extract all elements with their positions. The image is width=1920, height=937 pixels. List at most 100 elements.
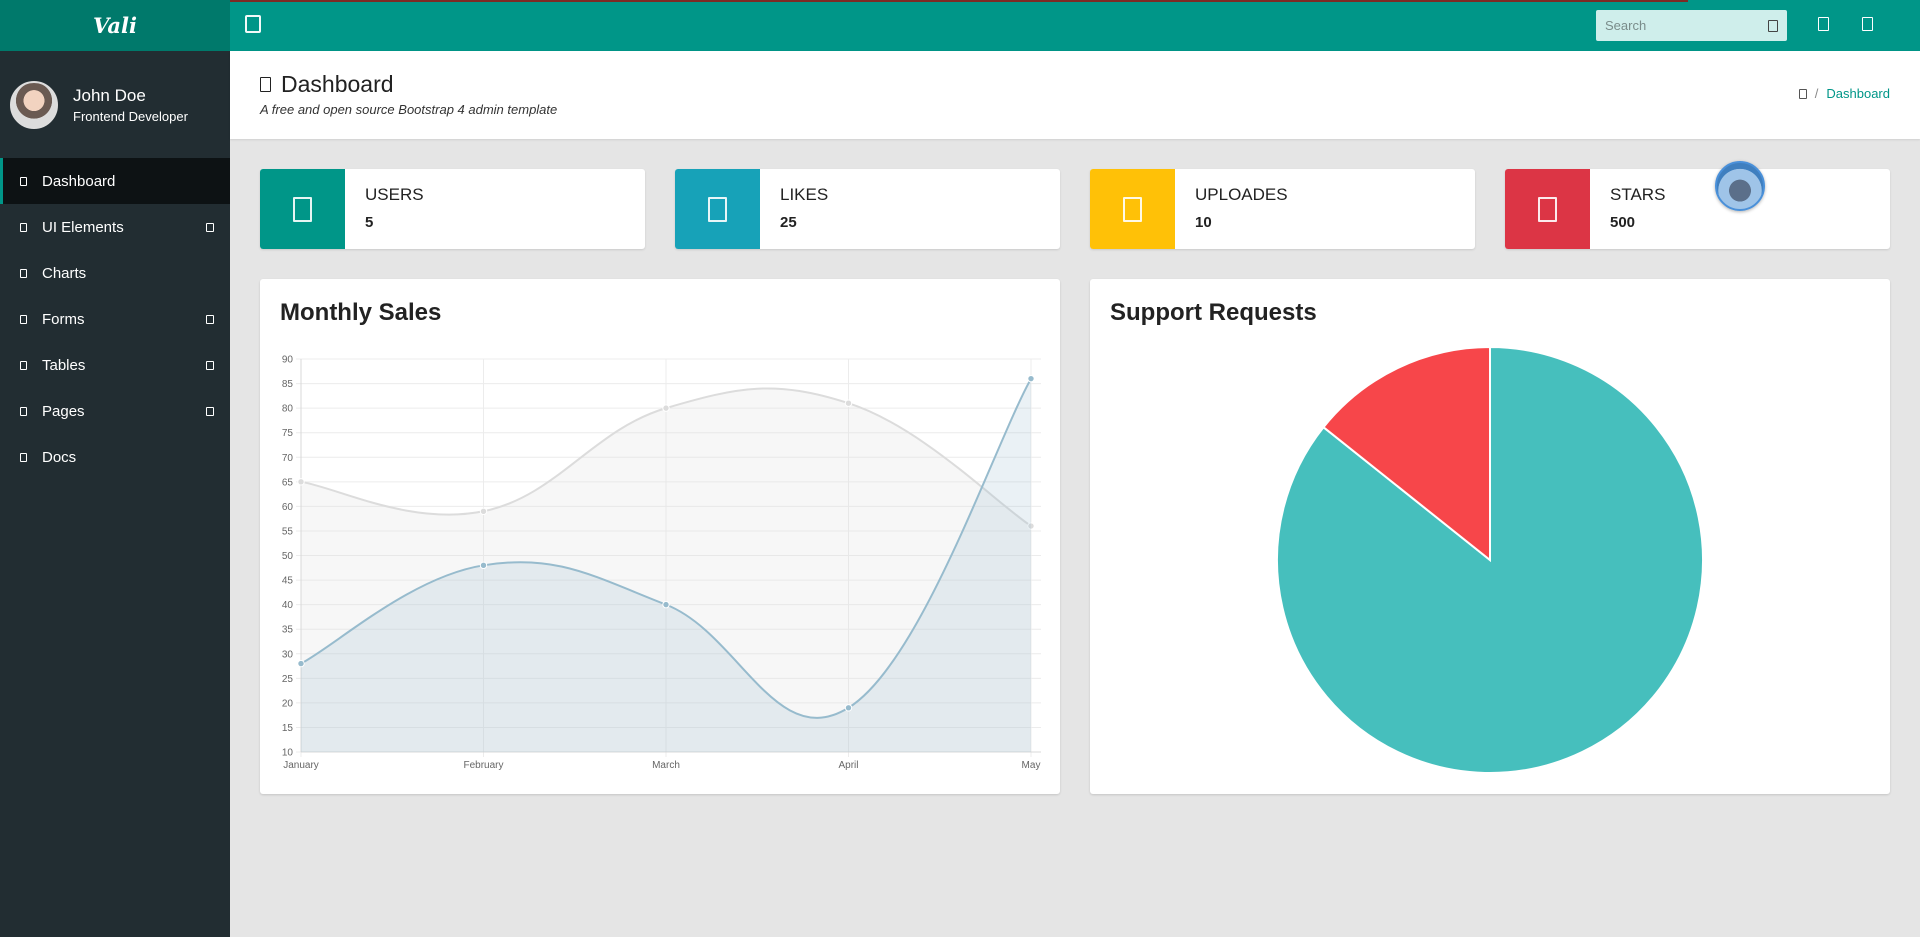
- data-point: [844, 704, 853, 712]
- monthly-sales-tile: 10 15 20 25 30 35 40 45 50 55 60 65 70 75 80 85 90 Januar…: [260, 279, 1060, 794]
- sidebar-item-docs[interactable]: Docs: [0, 434, 230, 480]
- y-tick-label: 90: [282, 355, 294, 366]
- widget-label: LIKES: [780, 185, 829, 204]
- chevron-right-icon: [206, 314, 214, 324]
- sidebar-item-label: Docs: [42, 448, 77, 466]
- widget-value: 500: [1610, 214, 1636, 231]
- y-tick-label: 15: [282, 723, 294, 734]
- widget-icon-box: [1090, 169, 1175, 249]
- y-tick-label: 70: [282, 453, 294, 464]
- users-icon: [293, 196, 312, 222]
- chart-title: Monthly Sales: [280, 299, 442, 326]
- search-icon[interactable]: [1768, 19, 1778, 32]
- sidebar-item-charts[interactable]: Charts: [0, 250, 230, 296]
- floating-avatar[interactable]: [1715, 161, 1765, 211]
- sidebar-item-forms[interactable]: Forms: [0, 296, 230, 342]
- chevron-right-icon: [206, 222, 214, 232]
- table-icon: [20, 360, 27, 370]
- x-tick-label: January: [283, 760, 319, 771]
- chart-title: Support Requests: [1110, 299, 1317, 326]
- data-point: [662, 600, 670, 609]
- sidebar-menu: Dashboard UI Elements Charts Forms Table…: [0, 158, 230, 480]
- dashboard-icon: [20, 176, 27, 186]
- sidebar-item-label: Forms: [42, 310, 85, 328]
- y-tick-label: 85: [282, 379, 294, 390]
- home-icon[interactable]: [1798, 88, 1807, 99]
- dashboard-icon: [260, 77, 271, 92]
- edit-icon: [20, 314, 27, 324]
- line-chart: 10 15 20 25 30 35 40 45 50 55 60 65 70 75 80 85 90 Januar…: [282, 355, 1041, 771]
- sidebar-item-label: Tables: [42, 356, 86, 374]
- pie-chart-icon: [20, 268, 27, 278]
- y-tick-label: 55: [282, 526, 294, 537]
- widget-users: USERS 5: [260, 169, 645, 249]
- y-tick-label: 35: [282, 625, 294, 636]
- thumbs-up-icon: [708, 196, 727, 222]
- sidebar-item-pages[interactable]: Pages: [0, 388, 230, 434]
- page-title-text: Dashboard: [281, 71, 394, 97]
- sidebar-item-label: Pages: [42, 402, 85, 420]
- search-input[interactable]: [1605, 18, 1755, 33]
- sidebar-item-ui-elements[interactable]: UI Elements: [0, 204, 230, 250]
- y-tick-label: 10: [282, 748, 294, 759]
- file-icon: [20, 406, 27, 416]
- avatar: [10, 81, 58, 129]
- sidebar-toggle-icon[interactable]: [245, 15, 261, 33]
- sidebar-user: John Doe Frontend Developer: [10, 81, 188, 129]
- x-tick-label: March: [652, 760, 680, 771]
- data-point: [662, 404, 670, 412]
- pie-slice: [1322, 345, 1491, 563]
- breadcrumb-item[interactable]: Dashboard: [1826, 86, 1890, 101]
- search-box: [1596, 10, 1787, 41]
- app-header: Vali: [0, 0, 1920, 51]
- data-point: [1027, 522, 1035, 530]
- user-role: Frontend Developer: [73, 109, 188, 124]
- data-point: [479, 507, 488, 515]
- app-logo[interactable]: Vali: [0, 0, 230, 51]
- sidebar-item-tables[interactable]: Tables: [0, 342, 230, 388]
- sidebar-item-dashboard[interactable]: Dashboard: [0, 158, 230, 204]
- user-name: John Doe: [73, 86, 146, 105]
- code-icon: [20, 452, 27, 462]
- series-area: [301, 388, 1031, 752]
- widget-icon-box: [260, 169, 345, 249]
- star-icon: [1538, 196, 1557, 222]
- notifications-icon[interactable]: [1818, 17, 1829, 31]
- files-icon: [1123, 196, 1142, 222]
- sidebar-item-label: Dashboard: [42, 172, 116, 190]
- widget-stars: STARS 500: [1505, 169, 1890, 249]
- sidebar-item-label: Charts: [42, 264, 87, 282]
- y-tick-label: 25: [282, 674, 294, 685]
- widget-uploades: UPLOADES 10: [1090, 169, 1475, 249]
- x-tick-label: May: [1022, 760, 1041, 771]
- widget-value: 5: [365, 214, 374, 231]
- user-menu-icon[interactable]: [1862, 17, 1873, 31]
- chevron-right-icon: [206, 406, 214, 416]
- widget-likes: LIKES 25: [675, 169, 1060, 249]
- app-title-bar: Dashboard A free and open source Bootstr…: [230, 51, 1920, 139]
- x-tick-label: February: [463, 760, 503, 771]
- y-tick-label: 20: [282, 698, 294, 709]
- data-point: [844, 399, 853, 407]
- data-point: [297, 659, 305, 668]
- page-load-progress: [0, 0, 1688, 2]
- laptop-icon: [20, 222, 27, 232]
- breadcrumb: / Dashboard: [1798, 86, 1890, 101]
- pie-chart: [1276, 345, 1704, 774]
- widget-value: 10: [1195, 214, 1212, 231]
- data-point: [1027, 374, 1035, 383]
- widget-icon-box: [675, 169, 760, 249]
- widget-icon-box: [1505, 169, 1590, 249]
- sidebar: John Doe Frontend Developer Dashboard UI…: [0, 51, 230, 937]
- page-subtitle: A free and open source Bootstrap 4 admin…: [260, 102, 558, 117]
- y-tick-label: 75: [282, 428, 294, 439]
- chevron-right-icon: [206, 360, 214, 370]
- sidebar-item-label: UI Elements: [42, 218, 124, 236]
- y-tick-label: 50: [282, 551, 294, 562]
- data-point: [479, 561, 488, 570]
- widget-label: STARS: [1610, 185, 1666, 204]
- y-tick-label: 60: [282, 502, 294, 513]
- series-area: [301, 378, 1031, 752]
- widget-label: UPLOADES: [1195, 185, 1288, 204]
- widget-value: 25: [780, 214, 797, 231]
